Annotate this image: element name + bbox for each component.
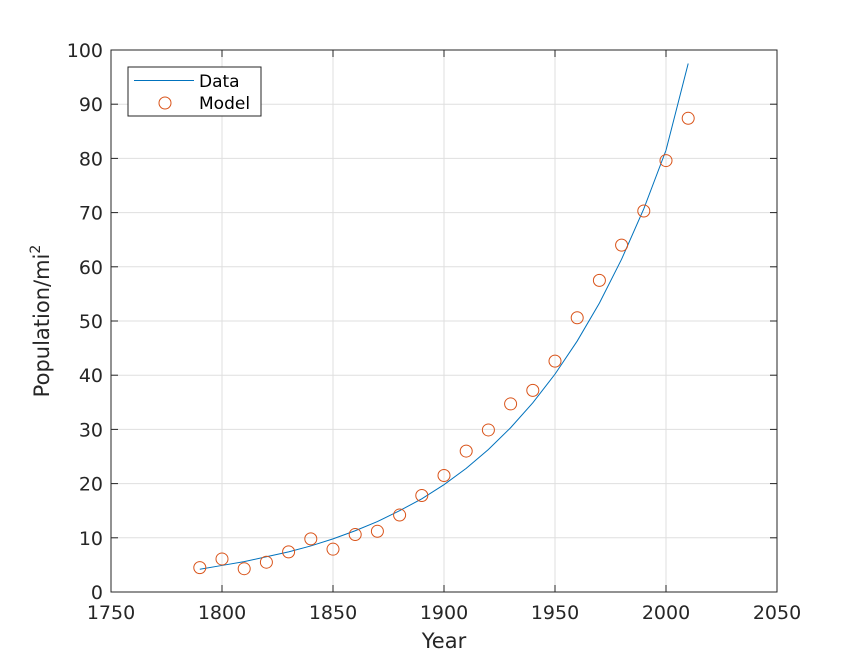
x-axis-label: Year	[421, 629, 467, 653]
y-axis-label: Population/mi2	[28, 245, 54, 398]
model-point	[370, 524, 384, 538]
legend-model-marker-sample	[158, 96, 172, 110]
y-axis-label-superscript: 2	[28, 245, 44, 254]
model-point	[659, 154, 673, 168]
model-point	[415, 489, 429, 503]
y-tick-label: 0	[91, 582, 103, 604]
x-tick-label: 2050	[753, 602, 801, 624]
data-series-line	[199, 63, 689, 570]
model-point	[304, 532, 318, 546]
model-point	[459, 444, 473, 458]
y-tick-label: 20	[79, 474, 103, 496]
legend-entry-data: Data	[199, 72, 240, 92]
axis-ticks	[110, 49, 778, 593]
legend-box	[127, 66, 262, 117]
x-tick-label: 2000	[642, 602, 690, 624]
y-axis-tick-labels: 0 10 20 30 40 50 60 70 80 90 100	[67, 40, 103, 604]
model-point	[570, 311, 584, 325]
model-point	[282, 545, 296, 559]
legend-entry-model: Model	[199, 94, 250, 114]
y-tick-label: 30	[79, 419, 103, 441]
model-point	[393, 508, 407, 522]
x-tick-label: 1900	[420, 602, 468, 624]
model-point	[681, 111, 695, 125]
model-point	[637, 204, 651, 218]
y-tick-label: 40	[79, 365, 103, 387]
y-tick-label: 100	[67, 40, 103, 62]
x-tick-label: 1950	[531, 602, 579, 624]
model-point	[193, 561, 207, 575]
y-tick-label: 80	[79, 148, 103, 170]
model-point	[526, 383, 540, 397]
y-tick-label: 90	[79, 94, 103, 116]
model-point	[259, 555, 273, 569]
model-point	[615, 238, 629, 252]
model-point	[348, 528, 362, 542]
model-point	[326, 542, 340, 556]
y-tick-label: 70	[79, 203, 103, 225]
model-point	[504, 397, 518, 411]
x-axis-tick-labels: 1750 1800 1850 1900 1950 2000 2050	[87, 602, 801, 624]
y-tick-label: 10	[79, 528, 103, 550]
model-point	[592, 273, 606, 287]
series	[193, 63, 695, 576]
y-axis-label-base: Population/mi	[30, 254, 54, 398]
y-tick-label: 50	[79, 311, 103, 333]
grid-lines	[110, 49, 778, 593]
y-tick-label: 60	[79, 257, 103, 279]
model-point	[215, 552, 229, 566]
x-tick-label: 1750	[87, 602, 135, 624]
model-point	[481, 423, 495, 437]
model-point	[548, 354, 562, 368]
x-tick-label: 1850	[309, 602, 357, 624]
model-point	[237, 562, 251, 576]
x-tick-label: 1800	[198, 602, 246, 624]
legend: Data Model	[127, 66, 262, 117]
model-point	[437, 468, 451, 482]
